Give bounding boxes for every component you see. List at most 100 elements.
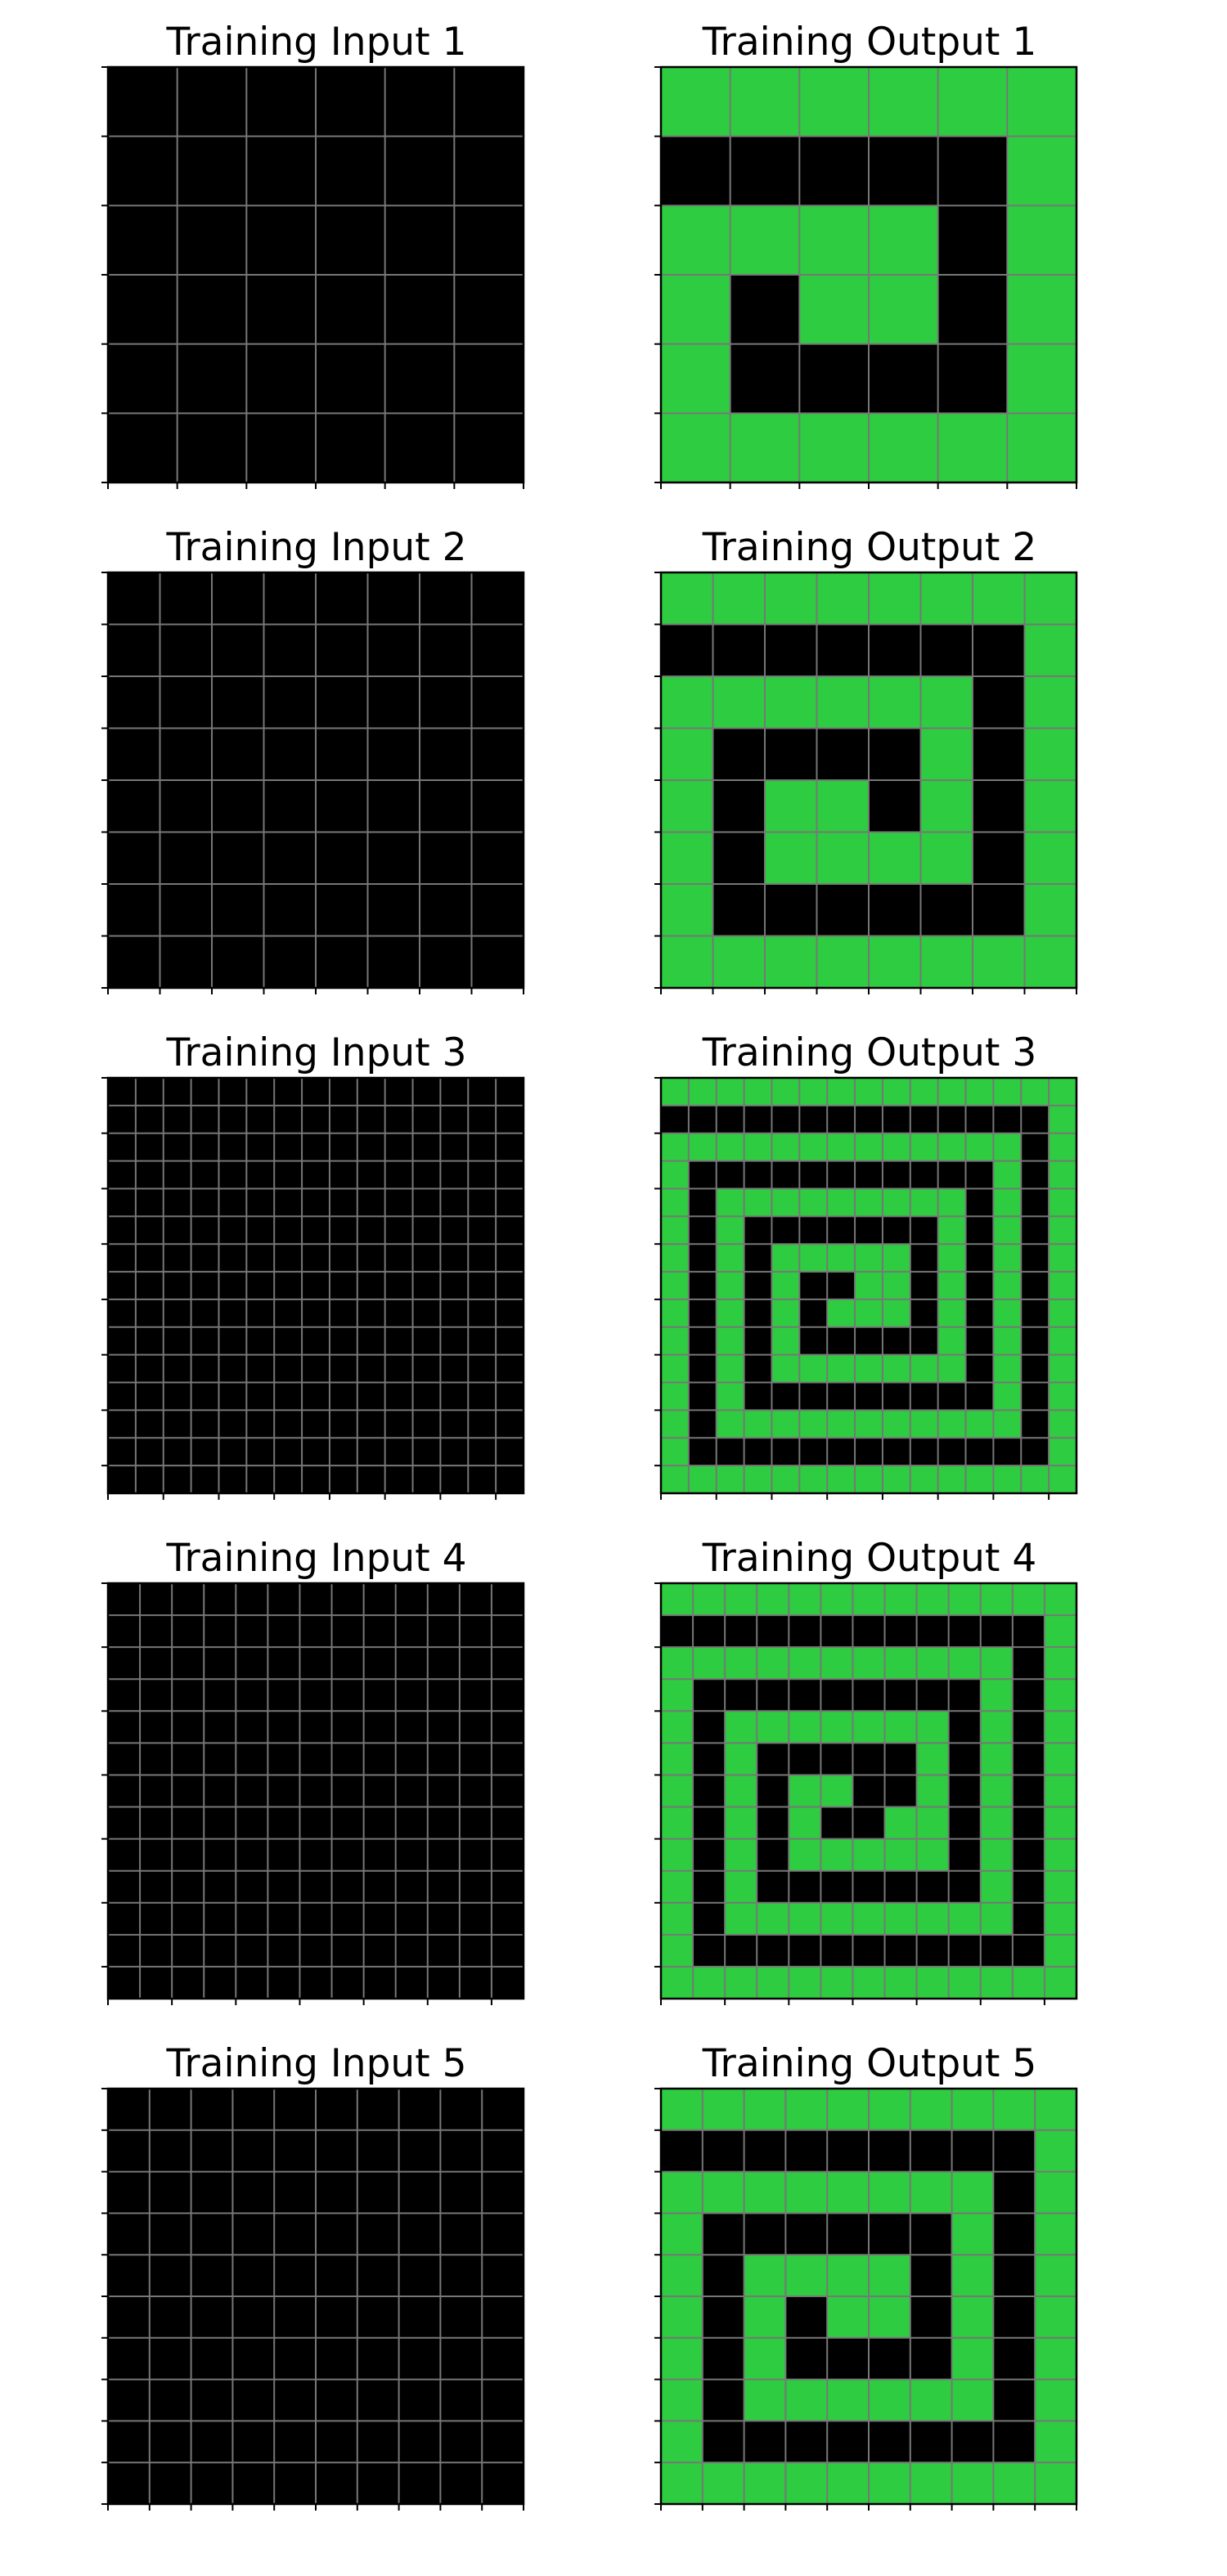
grid-cell xyxy=(1044,1647,1077,1680)
grid-frame xyxy=(659,1582,1078,2000)
grid-cell xyxy=(716,1299,745,1328)
grid-cell xyxy=(299,1934,333,1968)
grid-cell xyxy=(108,1902,141,1936)
grid-cell xyxy=(491,1902,524,1936)
grid-cell xyxy=(1012,1679,1045,1712)
grid-cell xyxy=(725,1902,757,1936)
grid-cell xyxy=(316,2421,358,2463)
grid-cell xyxy=(218,1216,247,1245)
input-grid-3 xyxy=(101,1076,525,1500)
grid-cell xyxy=(993,1105,1022,1134)
grid-cell xyxy=(108,413,178,483)
grid-cell xyxy=(1007,136,1077,206)
grid-cell xyxy=(172,1647,204,1680)
grid-cell xyxy=(108,1133,137,1162)
grid-cell xyxy=(1044,1902,1077,1936)
grid-cell xyxy=(1049,1160,1077,1189)
grid-cell xyxy=(730,136,800,206)
grid-cell xyxy=(274,1438,303,1466)
grid-cell xyxy=(163,1105,192,1134)
grid-cell xyxy=(440,2421,483,2463)
grid-cell xyxy=(973,728,1025,781)
grid-cell xyxy=(395,1806,429,1840)
grid-cell xyxy=(993,2129,1036,2173)
grid-cell xyxy=(757,1743,789,1775)
grid-cell xyxy=(827,1326,856,1356)
grid-cell xyxy=(965,1188,994,1217)
grid-cell xyxy=(948,1615,982,1648)
grid-cell xyxy=(177,136,247,206)
grid-cell xyxy=(398,2379,441,2421)
grid-cell xyxy=(702,2462,745,2505)
grid-cell xyxy=(427,1966,461,1999)
grid-cell xyxy=(744,1465,772,1494)
grid-cell xyxy=(218,1160,247,1189)
grid-cell xyxy=(716,1244,745,1272)
grid-cell xyxy=(1044,1743,1077,1775)
grid-cell xyxy=(482,2213,524,2255)
grid-cell xyxy=(454,67,524,137)
grid-cell xyxy=(1021,1465,1049,1494)
grid-cell xyxy=(993,1272,1022,1300)
grid-cell xyxy=(785,2379,828,2421)
grid-cell xyxy=(820,1711,853,1744)
grid-cell xyxy=(427,1615,461,1648)
grid-cell xyxy=(827,1160,856,1189)
grid-cell xyxy=(191,2421,233,2463)
grid-cell xyxy=(725,1615,757,1648)
input-grid-4 xyxy=(101,1582,525,2005)
grid-cell xyxy=(1012,1902,1045,1936)
grid-cell xyxy=(108,1216,137,1245)
grid-cell xyxy=(299,1966,333,1999)
grid-cell xyxy=(869,884,921,936)
grid-cell xyxy=(1021,1438,1049,1466)
grid-cell xyxy=(852,1870,886,1904)
grid-cell xyxy=(367,884,420,936)
grid-cell xyxy=(725,1743,757,1775)
grid-cell xyxy=(948,1934,982,1968)
grid-cell xyxy=(661,1105,690,1134)
grid-cell xyxy=(1012,1870,1045,1904)
grid-cell xyxy=(785,2255,828,2297)
grid-cell xyxy=(661,1934,694,1968)
grid-cell xyxy=(329,1078,358,1106)
grid-cell xyxy=(993,1410,1022,1438)
grid-cell xyxy=(331,1679,365,1712)
grid-cell xyxy=(274,2296,317,2339)
grid-cell xyxy=(218,1354,247,1384)
grid-cell xyxy=(108,1711,141,1744)
grid-cell xyxy=(108,2296,151,2339)
grid-cell xyxy=(398,2296,441,2339)
grid-cell xyxy=(329,1438,358,1466)
grid-cell xyxy=(1021,1326,1049,1356)
input-title-1: Training Input 1 xyxy=(166,20,467,65)
grid-cell xyxy=(869,2255,911,2297)
grid-cell xyxy=(267,1966,300,1999)
grid-cell xyxy=(993,1244,1022,1272)
grid-cell xyxy=(135,1438,164,1466)
grid-cell xyxy=(937,1410,967,1438)
grid-cell xyxy=(661,1966,694,1999)
grid-cell xyxy=(108,1438,137,1466)
grid-cell xyxy=(882,1465,911,1494)
grid-cell xyxy=(412,1438,441,1466)
grid-cell xyxy=(827,1105,856,1134)
grid-cell xyxy=(693,1838,726,1872)
output-panel-3: Training Output 3 xyxy=(654,1011,1078,1500)
grid-cell xyxy=(852,1966,886,1999)
grid-cell xyxy=(177,67,247,137)
grid-cell xyxy=(395,1775,429,1808)
grid-cell xyxy=(716,1216,745,1245)
grid-cell xyxy=(948,1775,982,1808)
grid-cell xyxy=(855,1465,883,1494)
grid-cell xyxy=(799,1160,828,1189)
grid-cell xyxy=(744,1105,772,1134)
grid-cell xyxy=(384,1438,414,1466)
grid-cell xyxy=(661,205,731,276)
grid-cell xyxy=(973,676,1025,729)
grid-cell xyxy=(329,1299,358,1328)
grid-cell xyxy=(491,1615,524,1648)
grid-cell xyxy=(316,136,386,206)
grid-cell xyxy=(661,676,713,729)
grid-cell xyxy=(108,1078,137,1106)
